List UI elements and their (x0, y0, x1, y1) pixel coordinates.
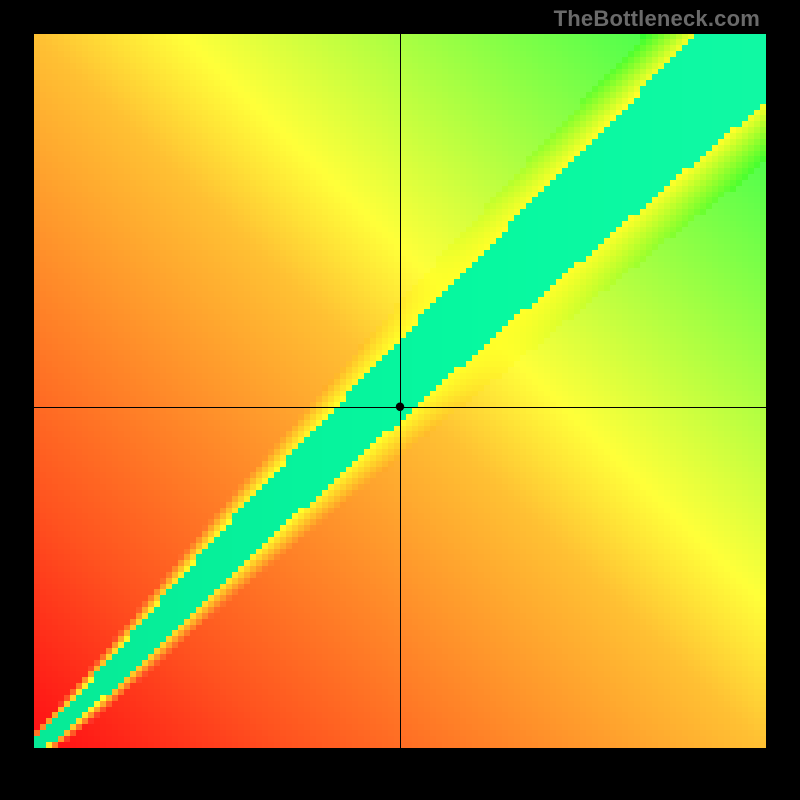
watermark-text: TheBottleneck.com (554, 6, 760, 32)
plot-area (34, 34, 766, 748)
heatmap-canvas (34, 34, 766, 748)
